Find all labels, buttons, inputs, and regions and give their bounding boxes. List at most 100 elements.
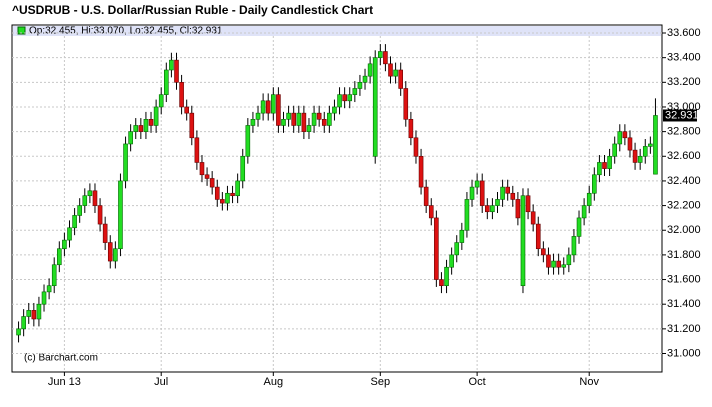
candle-body [586,192,592,206]
candle-body [179,82,184,108]
candle [464,192,470,238]
candle [133,118,139,140]
candle [260,93,266,121]
candle-body [510,192,516,200]
candle-body [67,227,72,241]
candle [46,278,52,300]
candle [123,136,128,189]
candle [250,111,256,133]
candle [403,81,409,127]
candle-body [97,205,103,225]
candle-body [632,149,638,163]
candle-body [138,125,144,132]
candle-body [296,112,302,126]
candle-body [500,186,505,200]
candle-body [321,119,327,126]
candle [571,229,577,263]
candle [214,179,220,207]
candle-body [597,162,602,176]
candle [235,173,240,204]
candle [204,167,210,186]
candle-body [316,112,322,120]
candle-body [164,69,169,95]
last-price-label: 32.931 [665,109,699,121]
candle [26,302,32,324]
candle [632,142,638,170]
candle [551,253,556,275]
candle-body [230,192,235,197]
candle [113,241,118,269]
candle [495,192,500,213]
candle-body [51,264,57,287]
candle [378,44,383,66]
candle-body [174,59,179,83]
candle-body [342,94,347,102]
candle-body [189,112,195,139]
y-tick-label: 31.400 [667,298,701,310]
candle [174,52,179,90]
candle [148,111,154,133]
candle [612,136,617,164]
candle-body [194,137,200,163]
candle-body [204,174,210,179]
candle [347,87,353,109]
candle [240,148,246,189]
candle-body [36,303,42,320]
candle-body [622,131,628,139]
candle [138,118,144,140]
candle [352,81,358,103]
candle-body [653,115,658,175]
candle-body [26,310,32,317]
candle [276,87,281,133]
candle-body [449,254,454,268]
candle [561,257,567,275]
candle [546,247,551,275]
candle-body [515,199,521,219]
candle-body [607,155,612,169]
candle-body [158,94,164,108]
candle [413,130,419,164]
candle-body [535,223,541,250]
candle-body [418,155,424,188]
y-tick-label: 32.200 [667,199,701,211]
candle [642,139,648,164]
x-tick-label: Jun 13 [48,376,81,388]
candle [520,188,526,294]
candle [454,235,460,263]
candle-body [378,51,383,58]
candle [530,204,536,232]
candle [648,136,653,154]
candle [97,198,103,232]
candle-body [265,100,271,114]
candle-body [388,63,393,77]
candle-body [153,106,159,126]
candle [271,87,276,121]
candle [265,93,271,121]
candle [469,179,475,207]
candle [291,105,296,133]
candle [72,208,77,236]
candle-body [62,239,67,250]
candle [434,210,439,287]
candle-body [561,264,567,268]
candle-body [413,137,419,157]
candle [597,155,602,183]
candle-body [551,260,556,268]
candle-body [383,51,388,65]
candle-body [271,94,276,114]
candle-body [214,186,220,200]
candle [311,105,317,133]
candle [357,74,363,96]
candle-body [454,242,460,256]
candle [82,188,88,213]
candle [479,173,485,213]
candle [31,302,37,327]
candle-body [362,75,368,83]
candle [306,118,312,140]
candle [428,198,434,226]
candle [87,183,93,204]
candle [153,99,159,133]
x-tick-label: Nov [579,376,599,388]
candle-body [571,236,577,256]
candle [179,74,184,115]
